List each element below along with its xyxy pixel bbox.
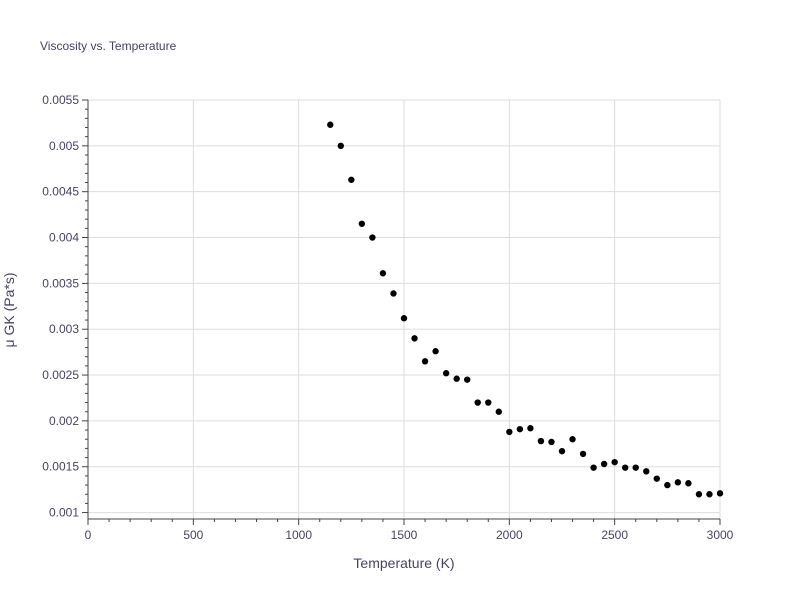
y-tick-label: 0.0045: [42, 185, 79, 199]
data-point: [421, 358, 429, 365]
data-point: [695, 491, 703, 498]
data-point: [632, 464, 639, 471]
data-point: [590, 464, 597, 471]
y-tick-label: 0.0025: [42, 368, 79, 382]
data-point: [716, 490, 724, 497]
data-point: [379, 270, 387, 277]
y-tick-label: 0.004: [49, 231, 79, 245]
chart-title: Viscosity vs. Temperature: [40, 39, 177, 53]
data-point: [442, 370, 450, 377]
data-point: [495, 408, 502, 415]
data-point: [611, 458, 618, 466]
data-point: [337, 142, 344, 150]
data-point: [464, 376, 471, 383]
x-tick-label: 2500: [601, 528, 628, 542]
y-tick-label: 0.0035: [42, 276, 79, 290]
x-tick-label: 1500: [391, 528, 418, 542]
data-point: [474, 399, 481, 406]
x-tick-label: 0: [85, 528, 92, 542]
data-point: [674, 479, 682, 486]
data-point: [685, 480, 692, 487]
data-point: [537, 437, 545, 445]
data-point: [600, 460, 608, 468]
data-points: [327, 121, 724, 498]
data-point: [579, 450, 587, 458]
data-point: [643, 468, 650, 475]
data-point: [653, 475, 660, 482]
data-point: [358, 220, 366, 227]
x-tick-label: 500: [183, 528, 203, 542]
x-tick-label: 1000: [285, 528, 312, 542]
data-point: [706, 491, 713, 498]
data-point: [453, 375, 460, 382]
data-point: [390, 290, 397, 297]
data-point: [527, 425, 534, 432]
axes: 0 500 1000 1500 2000 2500 3000 0.001 0.0015 0.002…: [42, 93, 733, 542]
data-point: [369, 234, 376, 241]
data-point: [664, 481, 671, 489]
grid: [88, 99, 721, 519]
data-point: [411, 335, 418, 342]
x-axis-label: Temperature (K): [353, 555, 454, 571]
data-point: [327, 121, 334, 128]
y-tick-label: 0.003: [49, 322, 79, 336]
data-point: [548, 438, 555, 446]
y-tick-label: 0.001: [49, 506, 79, 520]
y-tick-label: 0.005: [49, 139, 79, 153]
data-point: [400, 315, 408, 322]
data-point: [516, 425, 524, 433]
data-point: [558, 447, 566, 455]
y-tick-label: 0.002: [49, 414, 79, 428]
data-point: [622, 464, 629, 471]
data-point: [485, 399, 492, 406]
y-axis-label: μ GK (Pa*s): [1, 273, 17, 348]
y-tick-label: 0.0015: [42, 460, 79, 474]
data-point: [432, 348, 439, 355]
data-point: [569, 436, 576, 443]
x-tick-label: 3000: [707, 528, 734, 542]
data-point: [506, 428, 513, 436]
y-tick-label: 0.0055: [42, 93, 79, 107]
data-point: [348, 176, 355, 183]
x-tick-label: 2000: [496, 528, 523, 542]
